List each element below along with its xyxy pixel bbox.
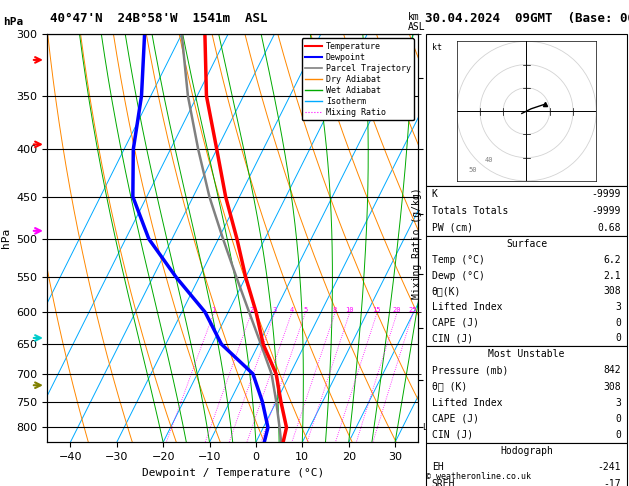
Text: 1: 1: [211, 308, 216, 313]
X-axis label: Dewpoint / Temperature (°C): Dewpoint / Temperature (°C): [142, 468, 324, 478]
Text: 3: 3: [615, 398, 621, 408]
Text: 0: 0: [615, 430, 621, 440]
Text: Totals Totals: Totals Totals: [432, 206, 508, 216]
Text: 40: 40: [484, 157, 493, 163]
Y-axis label: hPa: hPa: [1, 228, 11, 248]
Text: 25: 25: [408, 308, 417, 313]
Text: 40°47'N  24B°58'W  1541m  ASL: 40°47'N 24B°58'W 1541m ASL: [50, 12, 268, 25]
Text: EH: EH: [432, 463, 443, 472]
Bar: [426, 236, 627, 347]
Text: Lifted Index: Lifted Index: [432, 302, 503, 312]
Text: 308: 308: [603, 382, 621, 392]
Text: 3: 3: [615, 302, 621, 312]
Text: © weatheronline.co.uk: © weatheronline.co.uk: [426, 472, 531, 481]
Text: 0.68: 0.68: [598, 223, 621, 233]
Text: ASL: ASL: [408, 22, 425, 32]
Text: 2: 2: [249, 308, 253, 313]
Text: Temp (°C): Temp (°C): [432, 255, 485, 265]
Text: Surface: Surface: [506, 239, 547, 249]
Text: CIN (J): CIN (J): [432, 430, 473, 440]
Text: 842: 842: [603, 365, 621, 376]
Bar: [426, 347, 627, 443]
Text: CAPE (J): CAPE (J): [432, 318, 479, 328]
Text: Mixing Ratio (g/kg): Mixing Ratio (g/kg): [412, 187, 422, 299]
Text: 0: 0: [615, 333, 621, 344]
Text: 3: 3: [272, 308, 277, 313]
Text: 6.2: 6.2: [603, 255, 621, 265]
Text: SREH: SREH: [432, 479, 455, 486]
Bar: [426, 34, 627, 186]
Text: Most Unstable: Most Unstable: [488, 349, 565, 359]
Bar: [426, 443, 627, 486]
Text: 20: 20: [392, 308, 401, 313]
Text: 4: 4: [289, 308, 294, 313]
Text: 308: 308: [603, 286, 621, 296]
Text: Pressure (mb): Pressure (mb): [432, 365, 508, 376]
Text: 0: 0: [615, 414, 621, 424]
Legend: Temperature, Dewpoint, Parcel Trajectory, Dry Adiabat, Wet Adiabat, Isotherm, Mi: Temperature, Dewpoint, Parcel Trajectory…: [302, 38, 414, 121]
Text: Dewp (°C): Dewp (°C): [432, 271, 485, 280]
Text: θᴇ (K): θᴇ (K): [432, 382, 467, 392]
Text: 0: 0: [615, 318, 621, 328]
Text: 8: 8: [333, 308, 337, 313]
Bar: [426, 186, 627, 236]
Text: CAPE (J): CAPE (J): [432, 414, 479, 424]
Text: PW (cm): PW (cm): [432, 223, 473, 233]
Text: 2.1: 2.1: [603, 271, 621, 280]
Text: -17: -17: [603, 479, 621, 486]
Text: LCL: LCL: [422, 423, 437, 432]
Text: Hodograph: Hodograph: [500, 446, 553, 456]
Text: km: km: [408, 12, 420, 22]
Text: Lifted Index: Lifted Index: [432, 398, 503, 408]
Text: -241: -241: [598, 463, 621, 472]
Text: θᴇ(K): θᴇ(K): [432, 286, 461, 296]
Text: K: K: [432, 189, 438, 199]
Text: -9999: -9999: [592, 189, 621, 199]
Text: -9999: -9999: [592, 206, 621, 216]
Text: 10: 10: [345, 308, 353, 313]
Text: kt: kt: [432, 43, 442, 52]
Text: CIN (J): CIN (J): [432, 333, 473, 344]
Text: 30.04.2024  09GMT  (Base: 06): 30.04.2024 09GMT (Base: 06): [425, 12, 629, 25]
Text: 5: 5: [303, 308, 307, 313]
Text: hPa: hPa: [3, 17, 23, 27]
Text: 15: 15: [372, 308, 381, 313]
Text: 50: 50: [469, 167, 477, 173]
